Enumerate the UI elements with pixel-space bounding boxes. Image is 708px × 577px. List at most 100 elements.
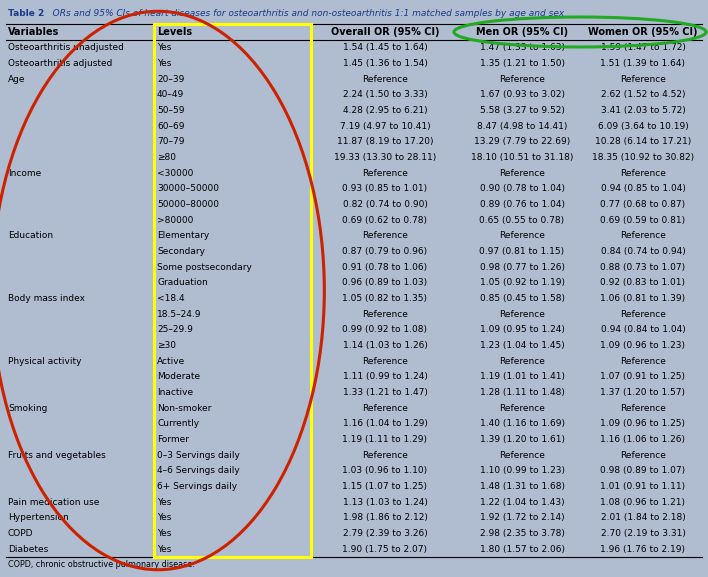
Text: 1.13 (1.03 to 1.24): 1.13 (1.03 to 1.24)	[343, 498, 428, 507]
Text: Osteoarthritis unadjusted: Osteoarthritis unadjusted	[8, 43, 124, 53]
Text: 0.94 (0.84 to 1.04): 0.94 (0.84 to 1.04)	[600, 325, 685, 334]
Text: Women OR (95% CI): Women OR (95% CI)	[588, 27, 698, 37]
Text: 1.35 (1.21 to 1.50): 1.35 (1.21 to 1.50)	[479, 59, 564, 68]
Text: Education: Education	[8, 231, 53, 241]
Text: ≥30: ≥30	[157, 341, 176, 350]
Text: 1.08 (0.96 to 1.21): 1.08 (0.96 to 1.21)	[600, 498, 685, 507]
Text: Pain medication use: Pain medication use	[8, 498, 99, 507]
Text: 2.01 (1.84 to 2.18): 2.01 (1.84 to 2.18)	[600, 514, 685, 522]
Text: 1.14 (1.03 to 1.26): 1.14 (1.03 to 1.26)	[343, 341, 428, 350]
Text: Reference: Reference	[362, 310, 408, 319]
Text: 0.87 (0.79 to 0.96): 0.87 (0.79 to 0.96)	[343, 247, 428, 256]
Text: Secondary: Secondary	[157, 247, 205, 256]
Text: 1.23 (1.04 to 1.45): 1.23 (1.04 to 1.45)	[479, 341, 564, 350]
Text: 1.47 (1.33 to 1.63): 1.47 (1.33 to 1.63)	[479, 43, 564, 53]
Text: 0–3 Servings daily: 0–3 Servings daily	[157, 451, 240, 460]
Text: Yes: Yes	[157, 59, 171, 68]
Text: 0.65 (0.55 to 0.78): 0.65 (0.55 to 0.78)	[479, 216, 564, 224]
Text: 40–49: 40–49	[157, 91, 184, 99]
Text: 1.80 (1.57 to 2.06): 1.80 (1.57 to 2.06)	[479, 545, 564, 554]
Text: Moderate: Moderate	[157, 372, 200, 381]
Text: 2.24 (1.50 to 3.33): 2.24 (1.50 to 3.33)	[343, 91, 428, 99]
Text: 0.93 (0.85 to 1.01): 0.93 (0.85 to 1.01)	[343, 184, 428, 193]
Text: 0.85 (0.45 to 1.58): 0.85 (0.45 to 1.58)	[479, 294, 564, 303]
Text: 0.69 (0.59 to 0.81): 0.69 (0.59 to 0.81)	[600, 216, 685, 224]
Text: 6+ Servings daily: 6+ Servings daily	[157, 482, 237, 491]
Text: 50–59: 50–59	[157, 106, 185, 115]
Text: Body mass index: Body mass index	[8, 294, 85, 303]
Text: Reference: Reference	[499, 357, 545, 366]
Text: 1.11 (0.99 to 1.24): 1.11 (0.99 to 1.24)	[343, 372, 428, 381]
Text: 1.67 (0.93 to 3.02): 1.67 (0.93 to 3.02)	[479, 91, 564, 99]
Text: 2.98 (2.35 to 3.78): 2.98 (2.35 to 3.78)	[479, 529, 564, 538]
Text: Reference: Reference	[620, 451, 666, 460]
Text: Reference: Reference	[362, 168, 408, 178]
Text: Graduation: Graduation	[157, 278, 207, 287]
Text: 1.22 (1.04 to 1.43): 1.22 (1.04 to 1.43)	[480, 498, 564, 507]
Text: Reference: Reference	[499, 74, 545, 84]
Text: 5.58 (3.27 to 9.52): 5.58 (3.27 to 9.52)	[479, 106, 564, 115]
Text: 1.54 (1.45 to 1.64): 1.54 (1.45 to 1.64)	[343, 43, 428, 53]
Text: Reference: Reference	[362, 231, 408, 241]
Text: 2.62 (1.52 to 4.52): 2.62 (1.52 to 4.52)	[601, 91, 685, 99]
Text: 13.29 (7.79 to 22.69): 13.29 (7.79 to 22.69)	[474, 137, 570, 147]
Text: 1.39 (1.20 to 1.61): 1.39 (1.20 to 1.61)	[479, 435, 564, 444]
Text: <30000: <30000	[157, 168, 193, 178]
Text: 18.5–24.9: 18.5–24.9	[157, 310, 202, 319]
Text: Diabetes: Diabetes	[8, 545, 48, 554]
Text: 50000–80000: 50000–80000	[157, 200, 219, 209]
Text: Reference: Reference	[499, 231, 545, 241]
Text: 0.91 (0.78 to 1.06): 0.91 (0.78 to 1.06)	[343, 263, 428, 272]
Text: Reference: Reference	[620, 74, 666, 84]
Text: Former: Former	[157, 435, 189, 444]
Text: 0.98 (0.77 to 1.26): 0.98 (0.77 to 1.26)	[479, 263, 564, 272]
Text: 30000–50000: 30000–50000	[157, 184, 219, 193]
Text: 0.89 (0.76 to 1.04): 0.89 (0.76 to 1.04)	[479, 200, 564, 209]
Text: 1.48 (1.31 to 1.68): 1.48 (1.31 to 1.68)	[479, 482, 564, 491]
Text: Hypertension: Hypertension	[8, 514, 69, 522]
Text: 1.19 (1.01 to 1.41): 1.19 (1.01 to 1.41)	[479, 372, 564, 381]
Text: 10.28 (6.14 to 17.21): 10.28 (6.14 to 17.21)	[595, 137, 691, 147]
Text: Reference: Reference	[499, 404, 545, 413]
Text: 3.41 (2.03 to 5.72): 3.41 (2.03 to 5.72)	[600, 106, 685, 115]
Text: Yes: Yes	[157, 514, 171, 522]
Text: 1.16 (1.06 to 1.26): 1.16 (1.06 to 1.26)	[600, 435, 685, 444]
Text: 1.09 (0.96 to 1.23): 1.09 (0.96 to 1.23)	[600, 341, 685, 350]
Text: Table 2: Table 2	[8, 9, 44, 18]
Text: Some postsecondary: Some postsecondary	[157, 263, 252, 272]
Text: Reference: Reference	[620, 231, 666, 241]
Text: Elementary: Elementary	[157, 231, 210, 241]
Text: 1.96 (1.76 to 2.19): 1.96 (1.76 to 2.19)	[600, 545, 685, 554]
Text: Non-smoker: Non-smoker	[157, 404, 212, 413]
Text: Men OR (95% CI): Men OR (95% CI)	[476, 27, 568, 37]
Text: <18.4: <18.4	[157, 294, 185, 303]
Text: 1.01 (0.91 to 1.11): 1.01 (0.91 to 1.11)	[600, 482, 685, 491]
Text: 1.09 (0.96 to 1.25): 1.09 (0.96 to 1.25)	[600, 419, 685, 428]
Text: Levels: Levels	[157, 27, 192, 37]
Text: 1.33 (1.21 to 1.47): 1.33 (1.21 to 1.47)	[343, 388, 428, 397]
Text: >80000: >80000	[157, 216, 193, 224]
Text: Yes: Yes	[157, 498, 171, 507]
Text: Reference: Reference	[362, 451, 408, 460]
Text: 25–29.9: 25–29.9	[157, 325, 193, 334]
Text: Reference: Reference	[499, 168, 545, 178]
Text: 1.06 (0.81 to 1.39): 1.06 (0.81 to 1.39)	[600, 294, 685, 303]
Text: Fruits and vegetables: Fruits and vegetables	[8, 451, 105, 460]
Text: 7.19 (4.97 to 10.41): 7.19 (4.97 to 10.41)	[340, 122, 430, 130]
Text: 0.92 (0.83 to 1.01): 0.92 (0.83 to 1.01)	[600, 278, 685, 287]
Text: Inactive: Inactive	[157, 388, 193, 397]
Text: 1.16 (1.04 to 1.29): 1.16 (1.04 to 1.29)	[343, 419, 428, 428]
Text: 1.45 (1.36 to 1.54): 1.45 (1.36 to 1.54)	[343, 59, 428, 68]
Text: Active: Active	[157, 357, 185, 366]
Bar	[154, 24, 311, 557]
Text: 1.05 (0.82 to 1.35): 1.05 (0.82 to 1.35)	[343, 294, 428, 303]
Text: 18.35 (10.92 to 30.82): 18.35 (10.92 to 30.82)	[592, 153, 694, 162]
Text: 1.10 (0.99 to 1.23): 1.10 (0.99 to 1.23)	[479, 466, 564, 475]
Text: Yes: Yes	[157, 43, 171, 53]
Text: 60–69: 60–69	[157, 122, 185, 130]
Text: 0.69 (0.62 to 0.78): 0.69 (0.62 to 0.78)	[343, 216, 428, 224]
Text: 0.88 (0.73 to 1.07): 0.88 (0.73 to 1.07)	[600, 263, 685, 272]
Text: 0.77 (0.68 to 0.87): 0.77 (0.68 to 0.87)	[600, 200, 685, 209]
Text: Currently: Currently	[157, 419, 199, 428]
Text: Variables: Variables	[8, 27, 59, 37]
